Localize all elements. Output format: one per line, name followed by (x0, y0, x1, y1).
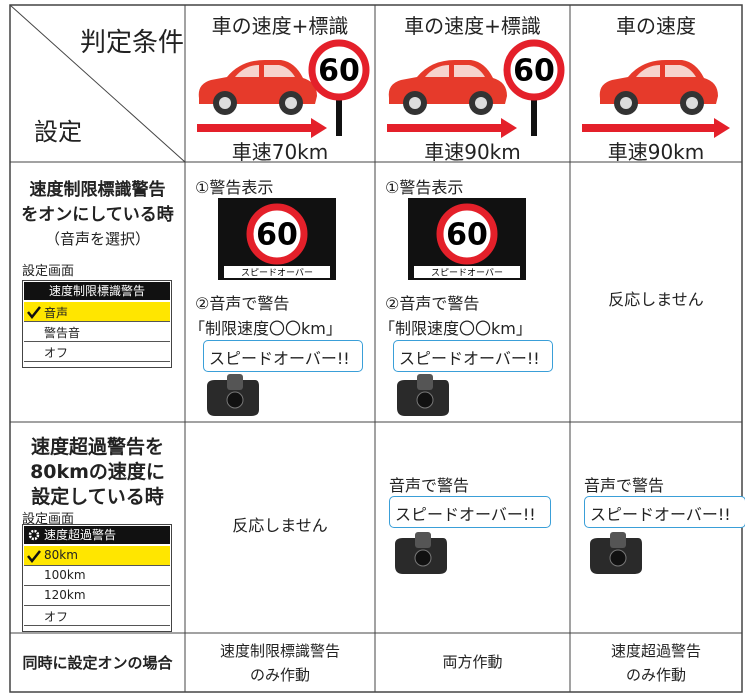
menu-item-bg (24, 322, 170, 342)
menu-title-bar (24, 282, 170, 300)
menu-title-bar (24, 526, 170, 544)
gear-icon (28, 529, 40, 541)
speech-bubble (203, 340, 363, 372)
menu-item-bg (24, 606, 170, 626)
menu-box (22, 524, 172, 632)
check-icon (27, 306, 41, 319)
sign-number: 60 (318, 54, 360, 89)
sign-number: 60 (513, 54, 555, 89)
bubble-text: スピードオーバー!! (395, 505, 536, 524)
menu-item-bg (24, 546, 170, 566)
row-label: 設定している時 (31, 486, 164, 508)
menu-item: 80km (44, 548, 78, 562)
column-title: 車の速度+標識 (211, 14, 349, 38)
row-label: 速度制限標識警告 (29, 180, 166, 200)
voice-text: 「制限速度〇〇km」 (379, 319, 532, 338)
menu-item-bg (24, 566, 170, 586)
device-icon (397, 374, 449, 416)
menu-item: オフ (44, 610, 69, 624)
step-text: ②音声で警告 (385, 294, 480, 313)
cell-text: 反応しません (608, 290, 704, 309)
display-number: 60 (446, 218, 488, 253)
arrow (582, 118, 730, 138)
screen-label: 設定画面 (22, 512, 75, 527)
column-title: 車の速度 (616, 14, 696, 38)
device-icon (590, 532, 642, 574)
arrow (387, 118, 517, 138)
menu-item-bg (24, 342, 170, 362)
device-icon (207, 374, 259, 416)
bubble-text: スピードオーバー!! (209, 349, 350, 368)
row-label: 80kmの速度に (30, 461, 165, 483)
speed-text: 車速70km (231, 140, 329, 164)
row-label: 同時に設定オンの場合 (22, 654, 173, 672)
menu-item: 100km (44, 568, 86, 582)
display-caption: スピードオーバー (241, 268, 313, 279)
cell-text: 反応しません (232, 516, 328, 535)
cell-text: 速度制限標識警告 (219, 642, 340, 660)
step-text: ①警告表示 (195, 178, 274, 197)
step-text: ②音声で警告 (195, 294, 290, 313)
speech-bubble (393, 340, 553, 372)
display-number: 60 (256, 218, 298, 253)
menu-title: 速度超過警告 (44, 528, 117, 542)
column-title: 車の速度+標識 (404, 14, 541, 38)
menu-title: 速度制限標識警告 (48, 284, 145, 298)
cell-text: のみ作動 (249, 666, 310, 684)
speed-sign: 60 (503, 39, 565, 136)
bubble-text: スピードオーバー!! (590, 505, 731, 524)
cell-text: 音声で警告 (389, 476, 470, 495)
car-icon (388, 60, 507, 115)
display-caption: スピードオーバー (431, 268, 503, 279)
step-text: ①警告表示 (385, 178, 464, 197)
setting-label: 設定 (34, 118, 82, 146)
condition-label: 判定条件 (80, 28, 185, 58)
car-icon (599, 60, 718, 115)
bubble-text: スピードオーバー!! (399, 349, 540, 368)
menu-box (22, 280, 172, 368)
speech-bubble (389, 496, 551, 528)
row-label: 速度超過警告を (30, 436, 164, 458)
cell-text: のみ作動 (625, 666, 686, 684)
menu-item-bg (24, 586, 170, 606)
speed-text: 車速90km (424, 140, 521, 164)
row-note: （音声を選択） (44, 230, 150, 248)
cell-text: 両方作動 (442, 653, 503, 671)
arrow (197, 118, 327, 138)
device-icon (395, 532, 447, 574)
menu-item-bg (24, 302, 170, 322)
row-label: をオンにしている時 (21, 205, 174, 225)
warning-display: 60 スピードオーバー (408, 198, 526, 280)
speed-text: 車速90km (607, 140, 705, 164)
check-icon (27, 550, 41, 563)
screen-label: 設定画面 (22, 264, 75, 279)
car-icon (198, 60, 317, 115)
voice-text: 「制限速度〇〇km」 (189, 319, 342, 338)
warning-display: 60 スピードオーバー (218, 198, 336, 280)
cell-text: 音声で警告 (584, 476, 665, 495)
cell-text: 速度超過警告 (610, 642, 701, 660)
menu-item: 120km (44, 588, 86, 602)
diagonal-line (9, 4, 186, 163)
menu-item: オフ (44, 346, 69, 360)
speech-bubble (584, 496, 745, 528)
table-border (9, 4, 743, 693)
menu-item: 警告音 (44, 326, 81, 340)
speed-sign: 60 (308, 39, 370, 136)
menu-item: 音声 (44, 306, 69, 320)
